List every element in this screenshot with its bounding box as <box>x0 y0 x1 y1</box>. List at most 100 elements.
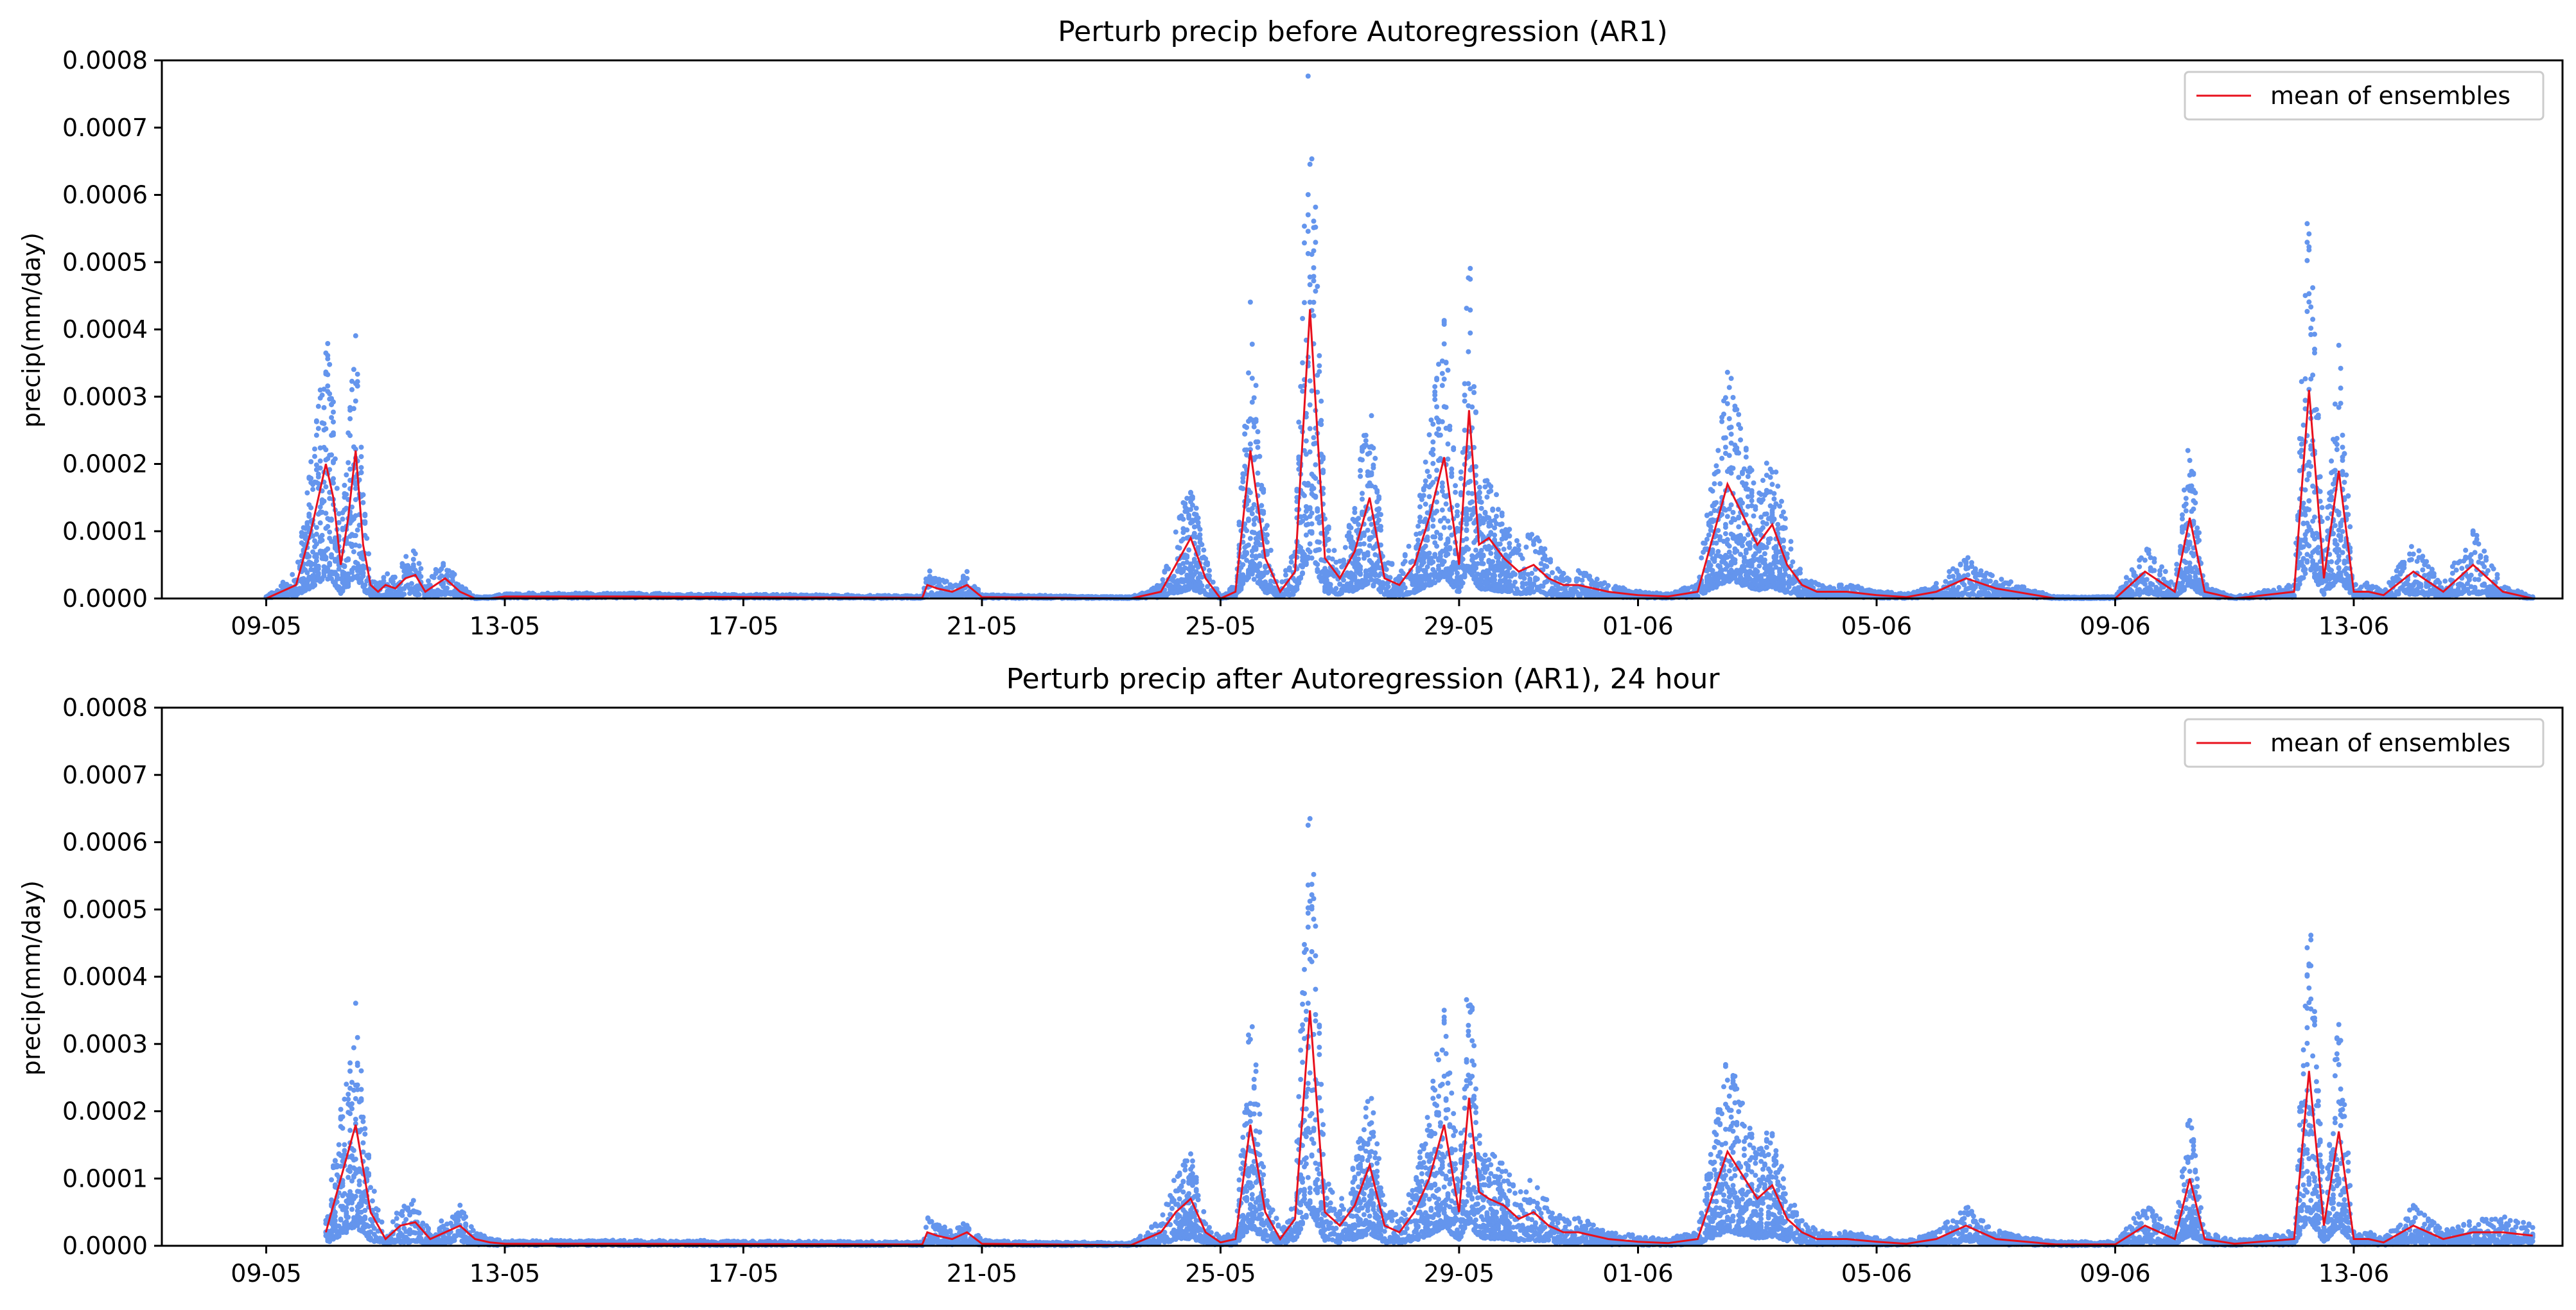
ensemble-point <box>1309 555 1315 561</box>
ensemble-point <box>1466 546 1471 552</box>
ensemble-point <box>346 556 351 562</box>
ensemble-point <box>319 532 325 538</box>
ensemble-point <box>1303 438 1309 444</box>
ensemble-point <box>353 446 358 452</box>
ensemble-point <box>1261 509 1266 514</box>
ensemble-point <box>433 571 439 577</box>
ensemble-point <box>344 492 349 498</box>
ensemble-point <box>1251 395 1257 401</box>
ensemble-point <box>1307 161 1313 167</box>
ensemble-point <box>1249 376 1255 381</box>
ensemble-point <box>964 569 970 575</box>
ensemble-point <box>1434 499 1440 505</box>
ensemble-point <box>351 549 356 555</box>
ensemble-point <box>1402 559 1408 564</box>
ensemble-point <box>444 585 450 591</box>
ensemble-point <box>1437 554 1443 559</box>
ensemble-point <box>1317 363 1322 369</box>
ensemble-point <box>1453 489 1459 495</box>
ensemble-point <box>1268 548 1274 553</box>
ensemble-point <box>1182 501 1188 507</box>
ensemble-point <box>1512 572 1518 577</box>
ensemble-point <box>1447 426 1453 432</box>
ensemble-point <box>1432 384 1438 390</box>
ensemble-point <box>310 487 316 493</box>
ensemble-point <box>1430 439 1436 445</box>
ensemble-point <box>1307 449 1313 455</box>
ensemble-point <box>331 419 336 425</box>
ensemble-point <box>312 582 317 588</box>
ensemble-point <box>1317 369 1322 374</box>
ensemble-point <box>1361 532 1367 538</box>
ensemble-point <box>1302 493 1307 498</box>
ensemble-point <box>416 592 422 597</box>
ensemble-point <box>1195 520 1201 525</box>
ensemble-point <box>1210 579 1216 585</box>
ensemble-point <box>1402 585 1408 591</box>
ensemble-point <box>325 546 331 552</box>
ensemble-point <box>1255 470 1261 476</box>
ensemble-point <box>340 516 346 522</box>
ensemble-point <box>1468 478 1473 484</box>
ensemble-point <box>1356 556 1362 562</box>
ensemble-point <box>1462 428 1468 433</box>
ensemble-point <box>1430 460 1436 466</box>
ensemble-point <box>1441 559 1447 564</box>
ensemble-point <box>1430 517 1436 523</box>
ensemble-point <box>336 520 342 525</box>
ensemble-point <box>342 564 347 570</box>
ensemble-point <box>1177 545 1182 551</box>
ensemble-point <box>1356 516 1362 521</box>
ensemble-point <box>1180 516 1186 522</box>
ensemble-point <box>1521 575 1527 581</box>
ensemble-point <box>1207 573 1212 579</box>
ensemble-point <box>1302 300 1307 306</box>
ensemble-point <box>1468 307 1473 313</box>
ensemble-point <box>351 406 356 412</box>
ensemble-point <box>1313 494 1319 500</box>
ensemble-point <box>1561 571 1566 577</box>
ensemble-point <box>1317 353 1322 358</box>
ensemble-point <box>1542 546 1548 552</box>
ensemble-point <box>1480 552 1486 558</box>
ensemble-point <box>1490 559 1496 564</box>
ensemble-point <box>347 416 353 422</box>
ensemble-point <box>1464 521 1469 527</box>
ensemble-point <box>1315 284 1320 289</box>
ensemble-point <box>1439 383 1445 389</box>
ensemble-point <box>1313 224 1319 230</box>
ensemble-point <box>1244 550 1250 555</box>
ensemble-point <box>1369 472 1374 478</box>
ensemble-point <box>1307 402 1313 408</box>
ensemble-point <box>1173 529 1178 535</box>
ensemble-point <box>1529 532 1535 537</box>
ensemble-point <box>442 590 448 596</box>
ensemble-point <box>329 415 335 421</box>
ensemble-point <box>1417 514 1423 520</box>
ensemble-point <box>1313 462 1319 467</box>
ensemble-point <box>1520 555 1525 561</box>
ensemble-point <box>1244 528 1250 534</box>
ensemble-point <box>1361 541 1367 546</box>
ensemble-point <box>1307 549 1313 555</box>
ensemble-point <box>1512 579 1518 585</box>
ensemble-point <box>299 534 304 539</box>
ensemble-point <box>1523 545 1529 550</box>
ensemble-point <box>323 484 329 490</box>
ensemble-point <box>1307 505 1313 511</box>
ensemble-point <box>349 378 355 384</box>
ensemble-point <box>1478 505 1484 511</box>
ensemble-point <box>334 573 340 579</box>
ensemble-point <box>1195 515 1201 521</box>
ensemble-point <box>308 459 314 464</box>
ensemble-point <box>1320 454 1326 460</box>
ensemble-point <box>1378 512 1383 518</box>
ensemble-point <box>1466 349 1471 354</box>
ensemble-point <box>1371 445 1376 451</box>
ensemble-point <box>317 465 323 471</box>
ensemble-point <box>1309 529 1315 535</box>
ensemble-point <box>1352 510 1358 515</box>
ensemble-point <box>308 475 314 481</box>
ensemble-point <box>1207 568 1212 573</box>
ensemble-point <box>1439 419 1445 424</box>
